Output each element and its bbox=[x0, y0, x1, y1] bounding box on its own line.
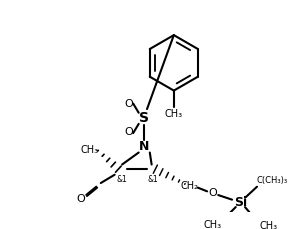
Text: S: S bbox=[139, 111, 149, 125]
Text: CH₃: CH₃ bbox=[165, 109, 183, 119]
Text: Si: Si bbox=[234, 196, 247, 209]
Text: CH₃: CH₃ bbox=[81, 145, 99, 155]
Text: C(CH₃)₃: C(CH₃)₃ bbox=[256, 176, 287, 185]
Text: CH₂: CH₂ bbox=[180, 181, 199, 191]
Text: CH₃: CH₃ bbox=[204, 220, 222, 229]
Text: O: O bbox=[76, 194, 85, 204]
Text: N: N bbox=[139, 139, 149, 153]
Text: &1: &1 bbox=[117, 175, 127, 184]
Text: CH₃: CH₃ bbox=[259, 221, 277, 229]
Text: O: O bbox=[208, 188, 217, 198]
Text: O: O bbox=[124, 99, 133, 109]
Text: &1: &1 bbox=[147, 175, 158, 184]
Text: O: O bbox=[124, 127, 133, 137]
